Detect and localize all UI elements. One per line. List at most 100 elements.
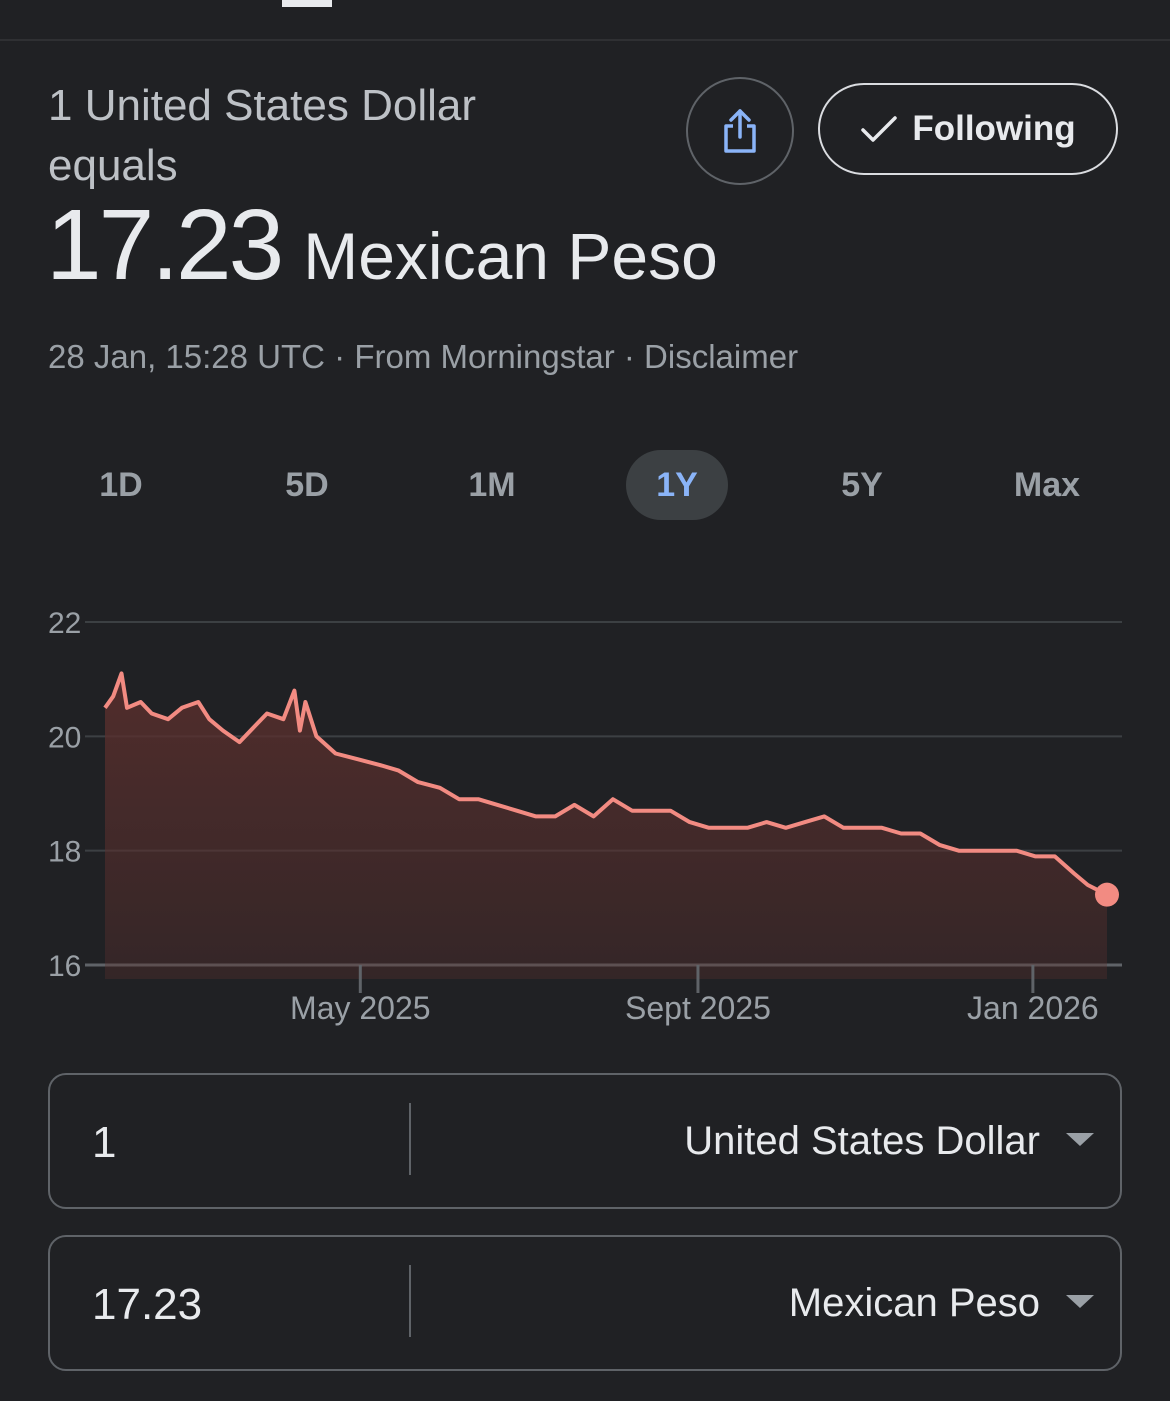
data-point bbox=[669, 809, 673, 813]
data-point bbox=[841, 826, 845, 830]
share-icon bbox=[724, 109, 756, 153]
data-point bbox=[111, 694, 115, 698]
current-value-marker bbox=[1095, 882, 1119, 907]
disclaimer-link[interactable]: Disclaimer bbox=[644, 338, 799, 375]
share-button[interactable] bbox=[686, 77, 794, 185]
rate-currency: Mexican Peso bbox=[303, 219, 718, 293]
data-point bbox=[995, 849, 999, 853]
data-point bbox=[1014, 849, 1018, 853]
data-point bbox=[457, 797, 461, 801]
y-tick-label: 16 bbox=[48, 950, 81, 983]
data-point bbox=[1034, 854, 1038, 858]
data-point bbox=[649, 809, 653, 813]
data-point bbox=[378, 763, 382, 767]
converter-from-row: 1 United States Dollar bbox=[48, 1073, 1122, 1209]
data-point bbox=[1072, 872, 1076, 876]
data-point bbox=[630, 809, 634, 813]
following-button[interactable]: Following bbox=[818, 83, 1118, 175]
data-point bbox=[572, 803, 576, 807]
data-point bbox=[765, 820, 769, 824]
data-point bbox=[281, 717, 285, 721]
data-point bbox=[298, 729, 302, 733]
data-point bbox=[957, 849, 961, 853]
data-point bbox=[1053, 854, 1057, 858]
data-point bbox=[534, 814, 538, 818]
conversion-label: 1 United States Dollar equals bbox=[48, 81, 476, 190]
currency-select-from[interactable]: United States Dollar bbox=[684, 1119, 1040, 1163]
data-point bbox=[119, 671, 123, 675]
tab-5y[interactable]: 5Y bbox=[841, 466, 883, 504]
tab-max[interactable]: Max bbox=[1013, 466, 1081, 504]
data-point bbox=[1086, 883, 1090, 887]
converter-divider bbox=[409, 1265, 411, 1337]
data-point bbox=[726, 826, 730, 830]
meta-separator: · bbox=[325, 338, 355, 375]
x-tick-label: May 2025 bbox=[290, 990, 431, 1026]
data-point bbox=[803, 820, 807, 824]
amount-input-to[interactable]: 17.23 bbox=[92, 1280, 203, 1329]
amount-input-from[interactable]: 1 bbox=[92, 1118, 117, 1167]
data-point bbox=[139, 700, 143, 704]
range-tabs: 1D 5D 1M 1Y 5Y Max bbox=[48, 450, 1122, 520]
timestamp: 28 Jan, 15:28 UTC bbox=[48, 338, 325, 375]
data-point bbox=[976, 849, 980, 853]
source-label: From Morningstar bbox=[354, 338, 615, 375]
data-point bbox=[496, 803, 500, 807]
data-point bbox=[103, 706, 107, 710]
data-point bbox=[822, 814, 826, 818]
data-point bbox=[303, 700, 307, 704]
data-point bbox=[180, 706, 184, 710]
data-point bbox=[880, 826, 884, 830]
series-line bbox=[103, 671, 1108, 897]
x-tick-label: Sept 2025 bbox=[625, 990, 771, 1026]
meta-line: 28 Jan, 15:28 UTC · From Morningstar · D… bbox=[48, 338, 798, 376]
data-point bbox=[592, 814, 596, 818]
exchange-rate: 17.23 Mexican Peso bbox=[46, 190, 718, 300]
data-point bbox=[150, 711, 154, 715]
y-tick-label: 18 bbox=[48, 836, 81, 869]
chart-area bbox=[105, 673, 1107, 979]
selected-tab-indicator bbox=[282, 0, 332, 7]
tab-5d[interactable]: 5D bbox=[285, 466, 329, 504]
data-point bbox=[707, 826, 711, 830]
data-point bbox=[125, 706, 129, 710]
data-point bbox=[254, 723, 258, 727]
data-point bbox=[416, 780, 420, 784]
exchange-rate-chart[interactable]: 16 18 20 22 May 2025 Sept 2025 Jan 2026 bbox=[0, 580, 1170, 1040]
rate-value: 17.23 bbox=[46, 189, 284, 301]
tab-1m[interactable]: 1M bbox=[468, 466, 516, 504]
data-point bbox=[899, 832, 903, 836]
converter-divider bbox=[409, 1103, 411, 1175]
x-tick-label: Jan 2026 bbox=[967, 990, 1099, 1026]
data-point bbox=[745, 826, 749, 830]
y-tick-label: 20 bbox=[48, 721, 81, 754]
following-label: Following bbox=[912, 109, 1076, 148]
data-point bbox=[397, 769, 401, 773]
data-point bbox=[356, 757, 360, 761]
data-point bbox=[784, 826, 788, 830]
data-point bbox=[238, 740, 242, 744]
currency-select-to[interactable]: Mexican Peso bbox=[788, 1281, 1040, 1325]
data-point bbox=[334, 751, 338, 755]
check-icon bbox=[861, 116, 898, 142]
top-divider bbox=[0, 39, 1170, 41]
data-point bbox=[166, 717, 170, 721]
data-point bbox=[292, 689, 296, 693]
data-point bbox=[221, 729, 225, 733]
data-point bbox=[314, 734, 318, 738]
data-point bbox=[611, 797, 615, 801]
data-point bbox=[553, 814, 557, 818]
data-point bbox=[207, 717, 211, 721]
converter-to-row: 17.23 Mexican Peso bbox=[48, 1235, 1122, 1371]
tab-1d[interactable]: 1D bbox=[99, 466, 143, 504]
tab-1y[interactable]: 1Y bbox=[626, 450, 728, 520]
dropdown-arrow-icon[interactable] bbox=[1066, 1133, 1094, 1146]
data-point bbox=[918, 832, 922, 836]
data-point bbox=[476, 797, 480, 801]
dropdown-arrow-icon[interactable] bbox=[1066, 1295, 1094, 1308]
y-tick-label: 22 bbox=[48, 607, 81, 640]
meta-separator: · bbox=[614, 338, 645, 375]
data-point bbox=[265, 711, 269, 715]
data-point bbox=[938, 843, 942, 847]
data-point bbox=[861, 826, 865, 830]
